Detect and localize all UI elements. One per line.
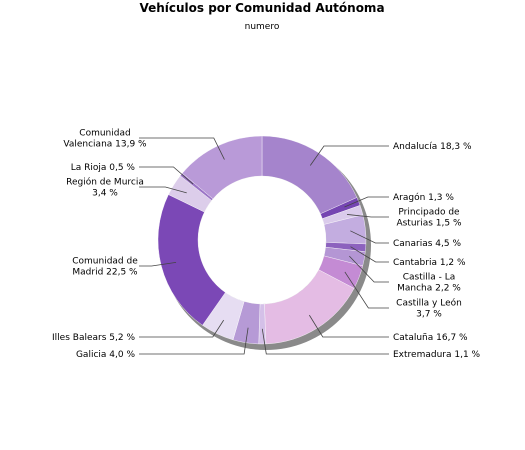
slice-label-principado-de-asturias: Principado de Asturias 1,5 % [396,208,462,229]
leader-line-la-rioja [139,166,194,185]
leader-line-castilla-la-mancha [349,255,389,283]
slice-label-extremadura: Extremadura 1,1 % [393,350,481,360]
slice-label-galicia: Galicia 4,0 % [76,350,135,360]
leader-line-cantabria [350,246,389,263]
slice-label-line: 3,4 % [92,189,118,199]
slice-label-line: Galicia 4,0 % [76,350,135,360]
slice-label-canarias: Canarias 4,5 % [393,239,461,249]
leader-line-principado-de-asturias [346,214,389,218]
slice-label-line: Valenciana 13,9 % [63,140,147,150]
slice-label-castilla-la-mancha: Castilla - La Mancha 2,2 % [397,273,461,294]
slice-label-region-de-murcia: Región de Murcia 3,4 % [66,177,144,199]
slice-label-line: 3,7 % [416,310,442,320]
slice-label-line: Aragón 1,3 % [393,192,454,203]
chart-subtitle: numero [245,22,280,32]
slice-label-line: Madrid 22,5 % [72,268,138,278]
slice-label-line: Comunidad [79,129,130,139]
leader-line-canarias [350,230,389,244]
leader-line-cataluna [309,314,389,338]
slice-labels: Andalucía 18,3 % Aragón 1,3 % Principado d… [52,129,480,361]
leader-line-comunidad-valenciana [139,137,225,160]
leader-line-illes-balears [139,319,225,338]
slice-label-andalucia: Andalucía 18,3 % [393,142,472,152]
slice-label-line: Illes Balears 5,2 % [52,333,135,343]
donut-hole [198,176,326,304]
leader-line-galicia [139,327,249,355]
donut-slices [157,135,367,345]
slice-label-line: Región de Murcia [66,177,144,188]
slice-label-line: Principado de [398,208,460,218]
slice-label-castilla-y-leon: Castilla y León 3,7 % [396,298,462,320]
slice-label-cataluna: Cataluña 16,7 % [393,333,468,343]
slice-label-comunidad-valenciana: Comunidad Valenciana 13,9 % [63,129,147,150]
slice-label-line: Asturias 1,5 % [396,219,462,229]
leader-line-aragon [344,196,389,208]
leader-line-comunidad-de-madrid [139,261,177,267]
slice-label-line: Castilla y León [396,298,462,309]
slice-label-la-rioja: La Rioja 0,5 % [71,163,136,173]
slice-label-line: Castilla - La [403,273,456,283]
slice-label-aragon: Aragón 1,3 % [393,192,454,203]
slice-label-line: Cataluña 16,7 % [393,333,468,343]
slice-label-illes-balears: Illes Balears 5,2 % [52,333,135,343]
slice-label-line: Extremadura 1,1 % [393,350,481,360]
leader-line-extremadura [261,328,389,355]
slice-label-line: Mancha 2,2 % [397,284,461,294]
slice-label-line: Canarias 4,5 % [393,239,461,249]
slice-label-line: Comunidad de [72,257,138,267]
chart-title: Vehículos por Comunidad Autónoma [139,1,384,15]
leader-line-castilla-y-leon [344,271,389,309]
slice-label-comunidad-de-madrid: Comunidad de Madrid 22,5 % [72,257,138,278]
leader-line-andalucia [309,145,389,166]
leader-line-region-de-murcia [139,186,187,194]
slice-label-line: La Rioja 0,5 % [71,163,136,173]
slice-label-cantabria: Cantabria 1,2 % [393,258,466,268]
slice-label-line: Cantabria 1,2 % [393,258,466,268]
slice-label-line: Andalucía 18,3 % [393,142,472,152]
